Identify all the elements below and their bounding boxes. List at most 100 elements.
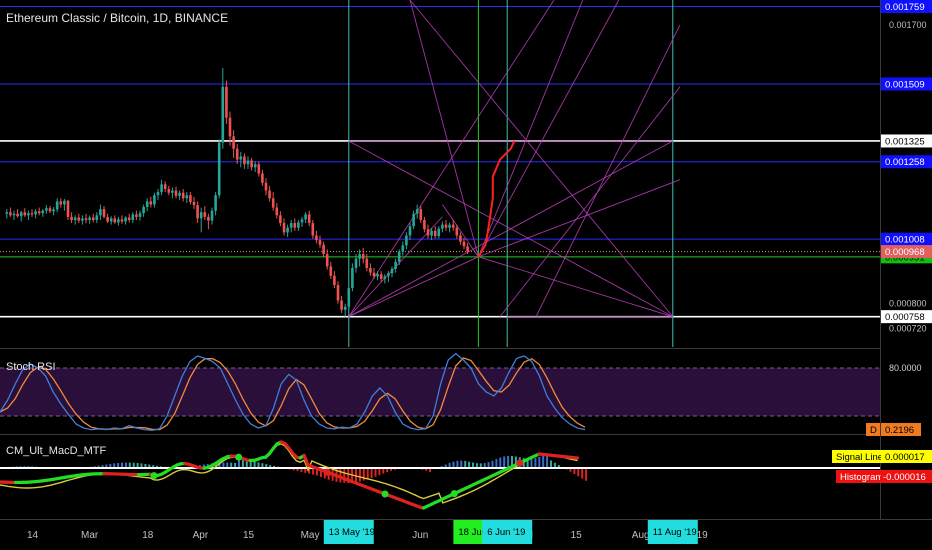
signal-line-badge-label: 0.000017 — [885, 452, 925, 463]
candle — [88, 217, 91, 220]
candle — [203, 212, 207, 217]
candle — [361, 254, 365, 259]
candle — [113, 218, 117, 223]
macd-histogram-bar — [475, 463, 478, 468]
candle — [315, 235, 318, 241]
candle — [250, 160, 253, 168]
macd-histogram-bar — [230, 462, 233, 468]
macd-title: CM_Ult_MacD_MTF — [6, 445, 107, 457]
macd-histogram-bar — [136, 463, 139, 468]
candle — [268, 190, 271, 199]
macd-histogram-bar — [495, 459, 498, 468]
histogram-badge-label: -0.000016 — [883, 472, 926, 483]
macd-histogram-bar — [292, 468, 295, 471]
candle — [210, 210, 214, 221]
macd-histogram-bar — [581, 468, 584, 479]
candle — [325, 254, 329, 267]
candle — [163, 184, 167, 189]
macd-histogram-bar — [526, 458, 529, 468]
macd-histogram-bar — [530, 458, 533, 468]
candle — [228, 117, 232, 137]
macd-cross-dot — [235, 453, 243, 461]
price-level-badge-label: 0.001008 — [885, 235, 925, 246]
macd-histogram-bar — [222, 462, 225, 468]
macd-histogram-bar — [382, 468, 385, 474]
candle — [354, 258, 358, 268]
candle — [347, 288, 351, 307]
candle — [160, 184, 163, 193]
histogram-tag-label: Histogram — [840, 472, 883, 483]
macd-histogram-bar — [444, 464, 447, 468]
candle — [462, 241, 466, 247]
candle — [138, 213, 142, 217]
price-axis-separator — [880, 0, 881, 519]
x-tick-label: 15 — [243, 530, 255, 541]
macd-histogram-bar — [448, 462, 451, 468]
candle — [199, 212, 203, 219]
price-level-badge — [881, 310, 932, 324]
candle — [34, 211, 37, 215]
candle — [81, 218, 84, 221]
candle — [261, 173, 264, 183]
macd-histogram-bar — [514, 456, 517, 468]
candle — [437, 228, 441, 237]
candle — [120, 219, 124, 222]
macd-histogram-bar — [144, 463, 147, 468]
candle — [340, 300, 343, 310]
candle — [70, 216, 73, 220]
macd-histogram-bar — [156, 465, 159, 468]
macd-histogram-bar — [577, 468, 580, 477]
candle — [225, 86, 228, 118]
candle — [106, 216, 109, 222]
candle — [37, 211, 41, 214]
candle — [185, 195, 189, 199]
macd-histogram-bar — [534, 457, 537, 468]
candle — [293, 223, 297, 228]
macd-histogram-bar — [542, 455, 545, 468]
macd-histogram-bar — [573, 468, 576, 474]
x-tick-label: 15 — [571, 530, 583, 541]
macd-histogram-bar — [238, 458, 240, 468]
candle — [246, 160, 250, 165]
candle — [171, 190, 174, 193]
candle — [63, 200, 66, 205]
macd-histogram-bar — [491, 460, 494, 468]
candle — [419, 209, 423, 220]
stoch-d-tag — [866, 423, 880, 436]
fan-line — [478, 256, 673, 318]
macd-histogram-bar — [585, 468, 588, 481]
fan-line — [478, 0, 620, 258]
macd-histogram-bar — [362, 468, 365, 481]
current-price-badge — [881, 245, 932, 259]
candle — [27, 213, 30, 216]
macd-histogram-bar — [546, 453, 549, 468]
macd-histogram-bar — [479, 463, 482, 468]
price-level-badge-label: 0.000758 — [885, 312, 925, 323]
macd-histogram-bar — [358, 468, 361, 482]
stoch-band — [0, 368, 880, 416]
candle — [99, 209, 102, 216]
candle — [282, 223, 286, 233]
x-tick-label: Mar — [81, 530, 99, 541]
price-level-badge — [881, 232, 932, 246]
projection-curve — [477, 140, 516, 258]
candle — [466, 246, 469, 252]
candle — [351, 267, 354, 289]
candle — [16, 213, 19, 217]
macd-cross-dot — [323, 468, 331, 476]
stoch-d-badge-label: 0.2196 — [885, 425, 914, 436]
macd-histogram-bar — [569, 468, 572, 472]
candle — [297, 222, 300, 228]
candle — [426, 229, 430, 236]
x-date-badge-label: 13 May '19 — [329, 527, 375, 538]
macd-histogram-bar — [425, 468, 428, 471]
candle — [311, 223, 315, 236]
macd-histogram-bar — [312, 468, 315, 475]
x-date-badge-label: 18 Jun '19 — [458, 527, 502, 538]
candle — [214, 195, 217, 211]
date-axis-separator — [0, 519, 932, 520]
candle — [369, 267, 372, 273]
histogram-tag — [836, 470, 881, 483]
